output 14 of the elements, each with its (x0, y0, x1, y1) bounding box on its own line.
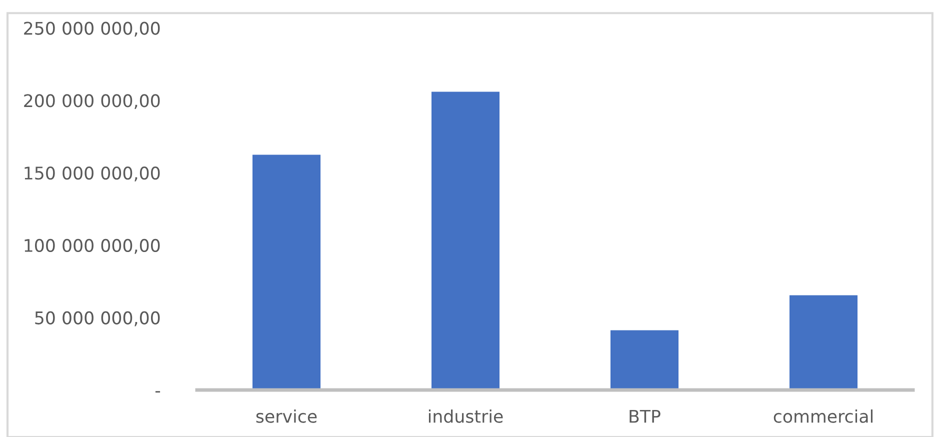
bar (789, 295, 858, 390)
bar (431, 92, 500, 390)
y-tick-label: 250 000 000,00 (24, 22, 160, 37)
y-tick-label: 50 000 000,00 (35, 311, 160, 326)
x-tick-label: BTP (630, 410, 660, 423)
bar (610, 330, 679, 390)
bar (252, 154, 321, 390)
y-tick-label: - (155, 391, 160, 393)
y-tick-label: 150 000 000,00 (24, 166, 160, 182)
y-tick-label: 200 000 000,00 (24, 94, 160, 110)
y-tick-label: 100 000 000,00 (24, 238, 160, 254)
x-tick-label: service (256, 409, 317, 423)
x-tick-label: commercial (774, 409, 872, 423)
x-tick-label: industrie (428, 409, 503, 423)
